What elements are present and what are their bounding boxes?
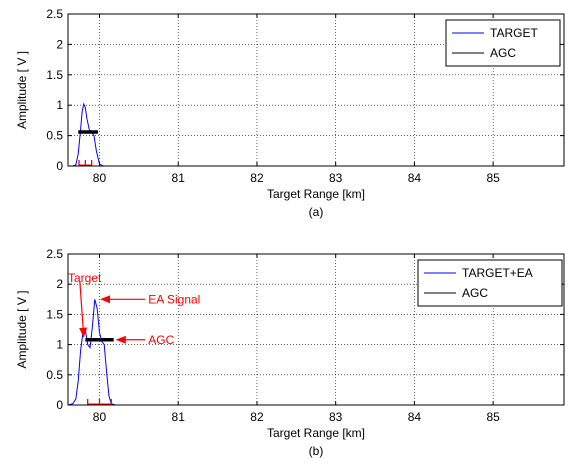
chart-a-ytick-label-5: 2.5: [46, 7, 63, 21]
chart-a-xlabel: Target Range [km]: [267, 187, 365, 201]
chart-a-legend-label-1: AGC: [490, 46, 516, 60]
chart-b-legend-box: [417, 259, 563, 307]
chart-a-ytick-label-1: 0.5: [46, 129, 63, 143]
chart-a-legend-box: [445, 19, 561, 67]
chart-b-xtick-label-5: 85: [486, 410, 500, 424]
chart-a-axes-frame: [67, 13, 565, 167]
chart-b-ytick-label-5: 2.5: [46, 247, 63, 261]
chart-b-ytick-label-2: 1: [56, 338, 63, 352]
chart-b-legend-label-1: AGC: [462, 286, 488, 300]
chart-b-xtick-label-1: 81: [172, 410, 186, 424]
chart-a-xtick-label-0: 80: [93, 171, 107, 185]
chart-b-xtick-label-4: 84: [408, 410, 422, 424]
chart-b-annotation-target: Target: [68, 271, 102, 285]
chart-b-xtick-label-2: 82: [250, 410, 264, 424]
chart-b-ytick-label-0: 0: [56, 398, 63, 412]
chart-b-annotation-agc: AGC: [148, 333, 174, 347]
chart-b-ytick-label-4: 2: [56, 277, 63, 291]
chart-a-xtick-label-2: 82: [250, 171, 264, 185]
chart-a-series-target-line: [68, 102, 116, 166]
chart-b-annotation-arrow-target: [79, 281, 88, 338]
chart-b-legend: TARGET+EA AGC: [417, 259, 563, 307]
chart-b-ytick-label-1: 0.5: [46, 368, 63, 382]
chart-a-legend-label-0: TARGET: [490, 26, 538, 40]
chart-b-xlabel: Target Range [km]: [267, 426, 365, 440]
chart-b-series-target-line: [68, 299, 124, 405]
chart-b-ylabel: Amplitude [ V ]: [15, 290, 29, 368]
chart-b-caption: (b): [309, 444, 324, 458]
chart-b-legend-label-0: TARGET+EA: [462, 266, 533, 280]
chart-a-ytick-label-2: 1: [56, 98, 63, 112]
chart-b-annotation-ea-signal: EA Signal: [148, 292, 200, 306]
chart-a-xtick-label-1: 81: [172, 171, 186, 185]
chart-a-caption: (a): [309, 205, 324, 219]
chart-b-xtick-label-0: 80: [93, 410, 107, 424]
chart-a-legend: TARGET AGC: [445, 19, 561, 67]
chart-a-ylabel: Amplitude [ V ]: [15, 51, 29, 129]
chart-b-ytick-label-3: 1.5: [46, 307, 63, 321]
chart-b-xtick-label-3: 83: [329, 410, 343, 424]
chart-a-ytick-label-4: 2: [56, 37, 63, 51]
chart-a-xtick-label-3: 83: [329, 171, 343, 185]
chart-a-xtick-label-4: 84: [408, 171, 422, 185]
chart-a-xtick-label-5: 85: [486, 171, 500, 185]
chart-panel-a: 80 81 82 83 84 85 0 0.5 1 1.5 2 2.5 Target Range [km…: [15, 7, 565, 219]
chart-panel-b: 80 81 82 83 84 85 0 0.5 1 1.5 2 2.5 Target Range [km…: [15, 247, 565, 458]
chart-b-axes-frame: [67, 253, 565, 406]
chart-a-ytick-label-0: 0: [56, 159, 63, 173]
chart-a-ytick-label-3: 1.5: [46, 68, 63, 82]
